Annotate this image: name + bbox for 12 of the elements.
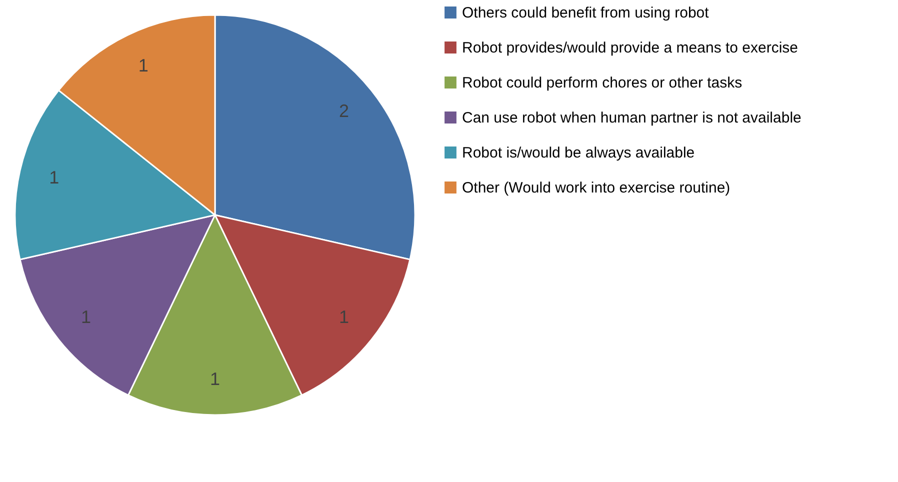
data-label: 1: [138, 55, 148, 76]
legend-label: Others could benefit from using robot: [462, 4, 710, 22]
data-label: 1: [49, 167, 60, 188]
data-label: 1: [80, 306, 92, 327]
legend-label: Other (Would work into exercise routine): [462, 180, 730, 196]
legend-label: Robot provides/would provide a means to exercise: [462, 40, 798, 56]
legend-label: Robot is/would be always available: [462, 144, 695, 162]
legend-label: Can use robot when human partner is not available: [462, 110, 802, 126]
data-label: 2: [338, 101, 350, 122]
data-label: 1: [338, 306, 350, 327]
legend-label: Robot could perform chores or other tasks: [462, 74, 742, 92]
data-label: 1: [210, 369, 220, 389]
